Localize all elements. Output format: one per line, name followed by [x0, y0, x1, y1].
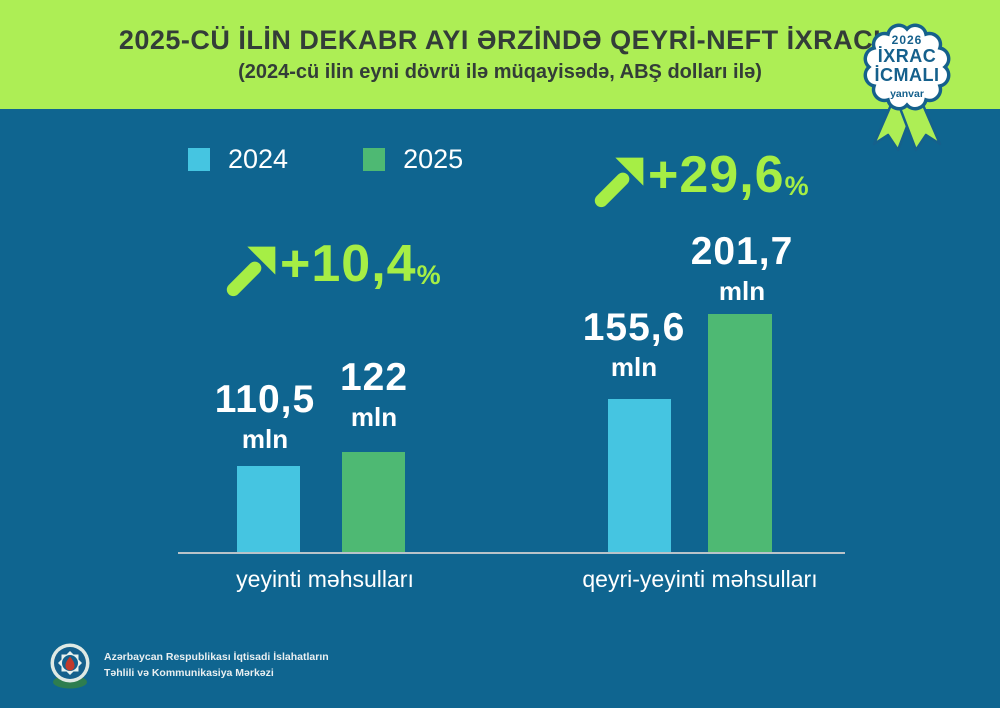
value-unit: mln [610, 352, 658, 382]
value-unit: mln [718, 276, 766, 306]
badge-title-line1: İXRAC [877, 45, 937, 66]
page-subtitle: (2024-cü ilin eyni dövrü ilə müqayisədə,… [238, 61, 762, 83]
page-title: 2025-CÜ İLİN DEKABR AYI ƏRZİNDƏ QEYRİ-NE… [118, 25, 882, 55]
azerbaijan-emblem-icon [50, 643, 90, 689]
axis-baseline [178, 552, 845, 554]
value-label-food-2025: 122 mln [294, 358, 454, 430]
bar-food-2025 [342, 452, 405, 554]
value-label-nonfood-2025: 201,7 mln [662, 232, 822, 304]
value-number: 155,6 [582, 306, 686, 349]
legend-item-2025: 2025 [363, 144, 463, 175]
trend-up-arrow-icon [594, 157, 644, 208]
bar-nonfood-2024 [608, 399, 671, 554]
category-label-nonfood: qeyri-yeyinti məhsulları [582, 566, 818, 592]
legend-item-2024: 2024 [188, 144, 288, 175]
legend-label-2024: 2024 [228, 144, 289, 174]
bar-food-2024 [237, 466, 300, 554]
legend-label-2025: 2025 [403, 144, 464, 174]
trend-up-arrow-icon [226, 246, 276, 297]
badge-month: yanvar [890, 87, 924, 100]
value-unit: mln [241, 424, 289, 454]
legend-swatch-2024 [188, 148, 210, 171]
bar-nonfood-2025 [708, 314, 772, 554]
footer-org-name: Azərbaycan Respublikası İqtisadi İslahat… [104, 649, 329, 682]
growth-value: +10,4 [280, 235, 417, 293]
growth-annotation-nonfood: +29,6 % [592, 149, 809, 209]
value-label-food-2024: 110,5 mln [185, 380, 345, 452]
badge-text: 2026 İXRAC İCMALI yanvar [848, 34, 966, 100]
value-unit: mln [350, 402, 398, 432]
rosette-icon [863, 23, 951, 152]
percent-sign: % [416, 260, 441, 290]
value-number: 122 [339, 356, 409, 399]
growth-value: +29,6 [648, 146, 785, 204]
category-label-food: yeyinti məhsulları [236, 566, 414, 592]
header-band: 2025-CÜ İLİN DEKABR AYI ƏRZİNDƏ QEYRİ-NE… [0, 0, 1000, 109]
value-label-nonfood-2024: 155,6 mln [554, 308, 714, 380]
percent-sign: % [784, 171, 809, 201]
legend-swatch-2025 [363, 148, 386, 171]
footer-org-line1: Azərbaycan Respublikası İqtisadi İslahat… [104, 650, 329, 663]
footer-org-line2: Təhlili və Kommunikasiya Mərkəzi [104, 667, 274, 679]
footer: Azərbaycan Respublikası İqtisadi İslahat… [48, 641, 329, 689]
growth-annotation-food: +10,4 % [224, 238, 441, 298]
chart-legend: 2024 2025 [188, 144, 463, 175]
badge-year: 2026 [891, 33, 923, 47]
value-number: 110,5 [214, 378, 316, 421]
value-number: 201,7 [690, 230, 794, 273]
badge-title-line2: İCMALI [874, 65, 940, 86]
award-badge: 2026 İXRAC İCMALI yanvar [848, 10, 966, 152]
